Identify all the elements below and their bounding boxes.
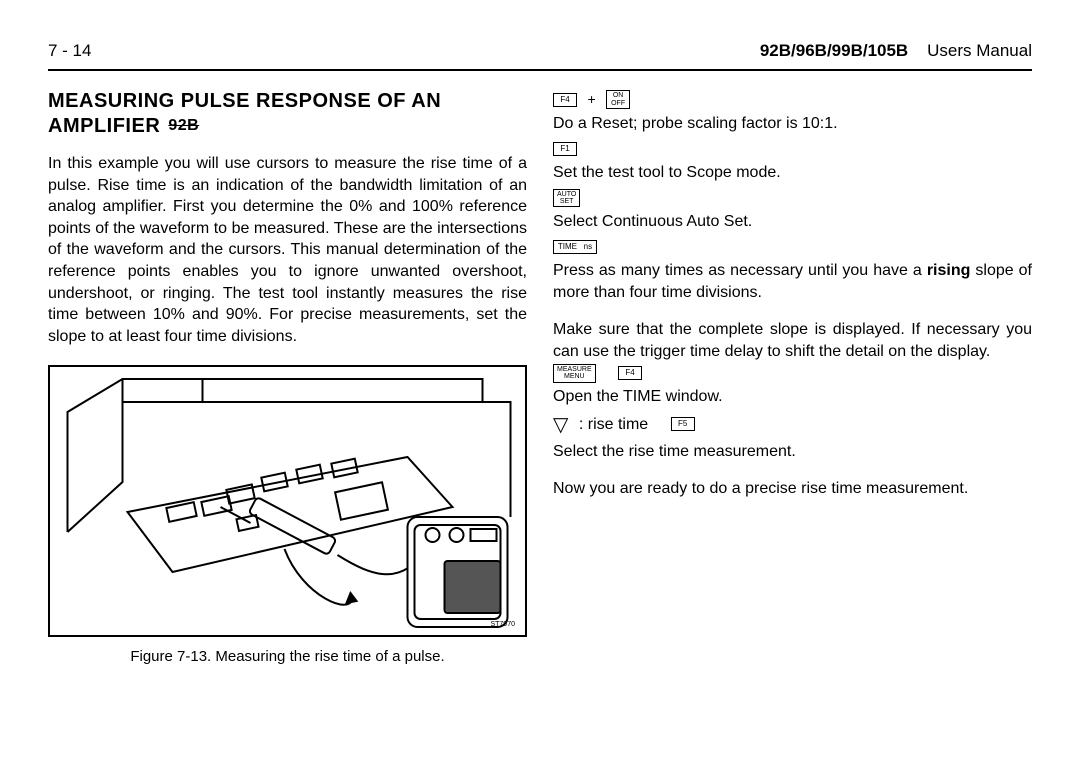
page-header: 7 - 14 92B/96B/99B/105B Users Manual xyxy=(48,40,1032,63)
step-scope-mode: F1 Set the test tool to Scope mode. xyxy=(553,138,1032,183)
step-rise-text: Select the rise time measurement. xyxy=(553,441,1032,463)
step-time-text: Press as many times as necessary until y… xyxy=(553,260,1032,303)
key-f1: F1 xyxy=(553,142,577,156)
step-scope-keys: F1 xyxy=(553,138,1032,160)
step-measure-keys: MEASUREMENU F4 xyxy=(553,362,1032,384)
step-autoset-text: Select Continuous Auto Set. xyxy=(553,211,1032,233)
manual-text: Users Manual xyxy=(927,41,1032,60)
step-reset-keys: F4 + ONOFF xyxy=(553,89,1032,111)
figure-caption: Figure 7-13. Measuring the rise time of … xyxy=(48,647,527,667)
key-measure-menu: MEASUREMENU xyxy=(553,364,596,383)
step-autoset-keys: AUTOSET xyxy=(553,187,1032,209)
heading-text: MEASURING PULSE RESPONSE OF AN AMPLIFIER xyxy=(48,90,441,137)
key-time-ns: TIME ns xyxy=(553,240,597,254)
closing-paragraph: Now you are ready to do a precise rise t… xyxy=(553,478,1032,500)
model-numbers: 92B/96B/99B/105B xyxy=(760,41,908,60)
header-right: 92B/96B/99B/105B Users Manual xyxy=(760,40,1032,63)
heading-excluded-model: 92B xyxy=(166,117,199,134)
intro-paragraph: In this example you will use cursors to … xyxy=(48,153,527,347)
step-reset-text: Do a Reset; probe scaling factor is 10:1… xyxy=(553,113,1032,135)
step-reset: F4 + ONOFF Do a Reset; probe scaling fac… xyxy=(553,89,1032,134)
down-arrow-icon: ▽ xyxy=(553,414,568,436)
section-heading: MEASURING PULSE RESPONSE OF AN AMPLIFIER… xyxy=(48,89,527,139)
content-columns: MEASURING PULSE RESPONSE OF AN AMPLIFIER… xyxy=(48,89,1032,668)
step-time-ns: TIME ns Press as many times as necessary… xyxy=(553,237,1032,304)
figure-7-13: ST7970 xyxy=(48,365,527,637)
plus-icon: + xyxy=(587,91,595,107)
key-f4-b: F4 xyxy=(618,366,642,380)
key-auto-set: AUTOSET xyxy=(553,189,580,208)
header-divider xyxy=(48,69,1032,71)
step-measure-text: Open the TIME window. xyxy=(553,386,1032,408)
step-scope-text: Set the test tool to Scope mode. xyxy=(553,162,1032,184)
left-column: MEASURING PULSE RESPONSE OF AN AMPLIFIER… xyxy=(48,89,527,668)
figure-illustration xyxy=(50,367,525,635)
step-time-keys: TIME ns xyxy=(553,237,1032,259)
manual-label xyxy=(913,41,927,60)
key-f5: F5 xyxy=(671,417,695,431)
rise-time-label: : rise time xyxy=(579,416,648,433)
slope-display-paragraph: Make sure that the complete slope is dis… xyxy=(553,319,1032,362)
step-rise-time: ▽ : rise time F5 Select the rise time me… xyxy=(553,412,1032,463)
step-autoset: AUTOSET Select Continuous Auto Set. xyxy=(553,187,1032,232)
key-on-off: ONOFF xyxy=(606,90,630,109)
step-measure-menu: MEASUREMENU F4 Open the TIME window. xyxy=(553,362,1032,407)
page-number: 7 - 14 xyxy=(48,40,91,63)
figure-corner-code: ST7970 xyxy=(490,620,515,629)
step-rise-keys: ▽ : rise time F5 xyxy=(553,412,1032,439)
key-f4: F4 xyxy=(553,93,577,107)
right-column: F4 + ONOFF Do a Reset; probe scaling fac… xyxy=(553,89,1032,668)
